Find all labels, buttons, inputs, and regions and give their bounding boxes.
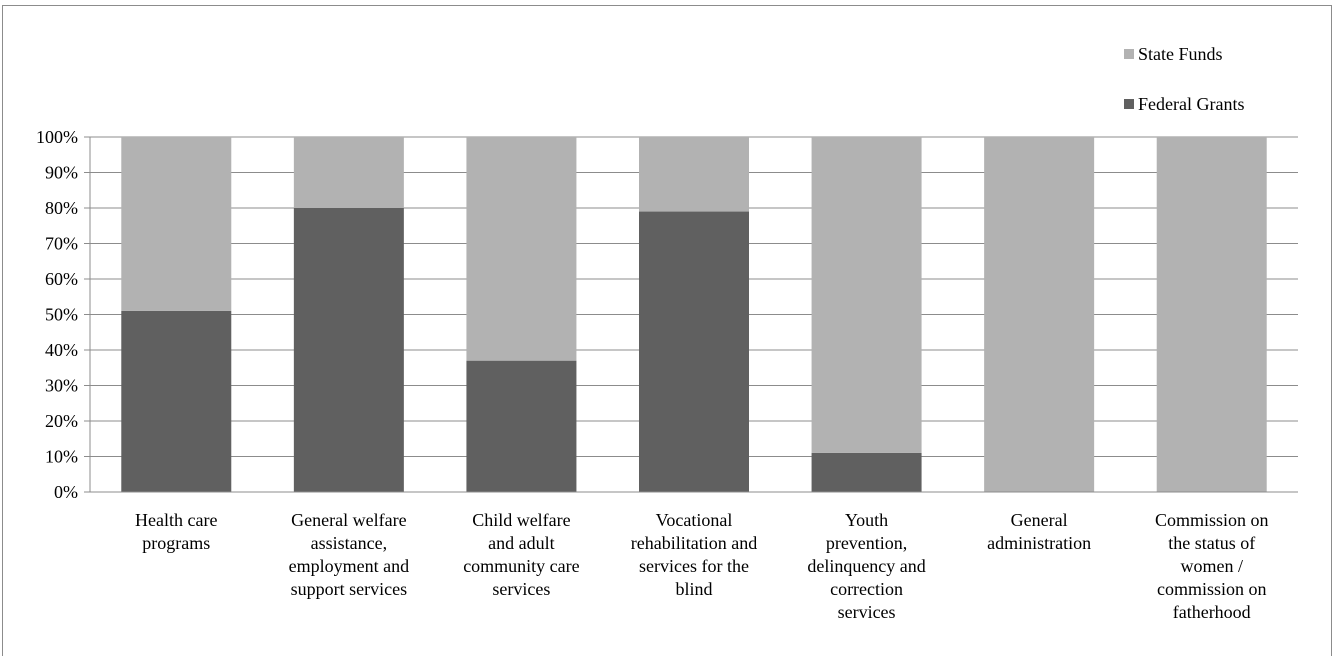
x-category-label: Vocational [656,510,733,530]
bar-segment-state-funds [1156,137,1267,492]
bar-segment-state-funds [293,137,404,208]
x-category-label: delinquency and [807,556,925,576]
x-category-label: services [492,579,550,599]
y-tick-label: 80% [45,198,78,218]
x-category-label: General welfare [291,510,406,530]
y-tick-label: 20% [45,411,78,431]
bar-segment-federal-grants [639,211,749,493]
bar-segment-state-funds [121,137,232,311]
bar-segment-state-funds [984,137,1095,492]
y-tick-label: 70% [45,234,78,254]
x-category-label: services [838,602,896,622]
x-category-label: blind [675,579,712,599]
x-category-label: Youth [845,510,888,530]
y-tick-label: 60% [45,269,78,289]
bar-segment-federal-grants [121,310,232,492]
bar-segment-state-funds [639,137,749,212]
x-category-label: rehabilitation and [631,533,757,553]
x-category-label: programs [142,533,210,553]
bar-segment-state-funds [811,137,922,453]
legend-swatch-state-funds [1124,49,1134,59]
x-category-label: services for the [639,556,749,576]
y-tick-label: 100% [36,127,78,147]
bar-segment-state-funds [466,137,577,361]
x-category-label: administration [987,533,1091,553]
legend: State Funds Federal Grants [1124,44,1244,114]
x-category-label: fatherhood [1173,602,1251,622]
x-category-label: Health care [135,510,217,530]
x-category-label: assistance, [311,533,387,553]
bar-segment-federal-grants [293,208,404,492]
x-category-label: support services [291,579,407,599]
x-category-label: community care [463,556,579,576]
y-tick-label: 10% [45,447,78,467]
x-axis-category-labels: Health care programs General welfare assist… [135,510,1268,622]
legend-label-state-funds: State Funds [1138,44,1223,64]
x-category-label: General [1011,510,1068,530]
y-tick-label: 90% [45,163,78,183]
legend-label-federal-grants: Federal Grants [1138,94,1244,114]
x-category-label: Commission on [1155,510,1269,530]
x-category-label: employment and [289,556,409,576]
x-category-label: women / [1180,556,1243,576]
x-category-label: commission on [1157,579,1267,599]
bar-segment-federal-grants [811,452,922,492]
y-tick-label: 50% [45,305,78,325]
bar-segment-federal-grants [466,360,577,492]
y-axis-tick-labels: 0% 10% 20% 30% 40% 50% 60% 70% 80% 90% 100% [36,127,78,502]
legend-swatch-federal-grants [1124,99,1134,109]
x-category-label: the status of [1168,533,1255,553]
x-category-label: correction [830,579,903,599]
x-category-label: Child welfare [472,510,570,530]
y-tick-label: 30% [45,376,78,396]
x-category-label: prevention, [826,533,907,553]
bars [121,137,1267,493]
y-tick-label: 40% [45,340,78,360]
axes [84,136,1298,493]
y-tick-label: 0% [54,482,78,502]
x-category-label: and adult [488,533,554,553]
